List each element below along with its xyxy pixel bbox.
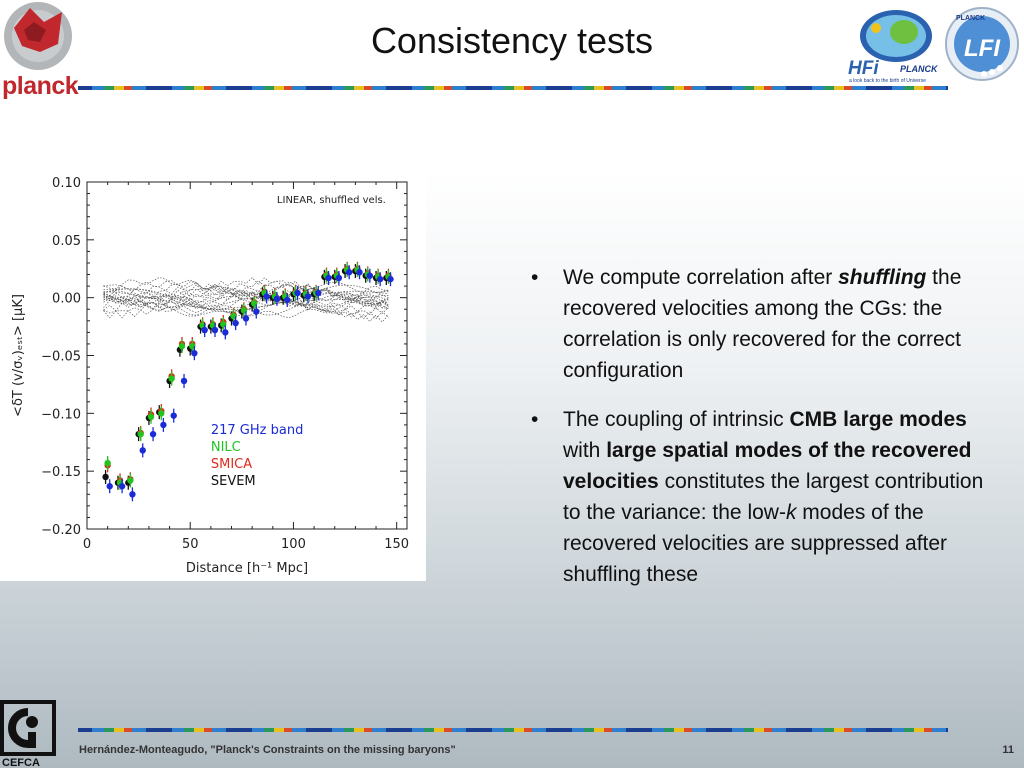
data-point — [273, 295, 281, 303]
bullet-text-run: the recovered velocities among the CGs: … — [563, 266, 962, 382]
lfi-logo: PLANCK LFI — [945, 7, 1019, 81]
data-point — [104, 459, 111, 467]
data-point — [376, 275, 384, 283]
y-tick-label: 0.10 — [52, 176, 81, 191]
data-point — [149, 430, 157, 438]
data-point — [118, 483, 126, 490]
cefca-logo: CEFCA — [0, 700, 56, 768]
data-point — [253, 308, 260, 315]
data-point — [315, 289, 322, 297]
data-point — [325, 274, 332, 282]
legend-entry: SMICA — [211, 457, 252, 472]
hfi-logo — [860, 10, 932, 62]
data-point — [232, 319, 239, 327]
page-number: 11 — [1002, 744, 1014, 756]
data-point — [137, 430, 144, 438]
shuffled-realization-line — [103, 289, 389, 314]
bullet-text-run: k — [785, 501, 797, 524]
chart-annotation: LINEAR, shuffled vels. — [277, 195, 386, 206]
lfi-logo-planck: PLANCK — [956, 15, 985, 22]
data-point — [242, 315, 250, 322]
x-tick-label: 0 — [83, 537, 91, 552]
data-point — [102, 473, 109, 481]
bullet-text-run: The coupling of intrinsic — [563, 408, 790, 431]
data-point — [129, 491, 136, 498]
bullet-text-run: shuffling — [838, 266, 927, 289]
data-point — [160, 421, 167, 429]
x-tick-label: 100 — [281, 537, 306, 552]
hfi-logo-text: HFi — [848, 58, 879, 79]
planck-logo-text: planck — [2, 72, 79, 100]
data-point — [345, 269, 353, 276]
bullet-text-run: large spatial modes of the recovered vel… — [563, 439, 972, 493]
y-tick-label: 0.05 — [52, 234, 81, 249]
footer-stripe — [78, 728, 948, 732]
y-tick-label: −0.05 — [41, 350, 81, 365]
shuffled-realization-line — [103, 277, 389, 307]
data-point — [168, 375, 175, 382]
data-point — [366, 272, 374, 279]
legend-entry: NILC — [211, 440, 241, 455]
data-point — [170, 412, 177, 419]
data-point — [294, 289, 301, 297]
bullet-list: We compute correlation after shuffling t… — [531, 262, 991, 608]
shuffled-realization-line — [103, 287, 389, 316]
legend-entry: 217 GHz band — [211, 423, 303, 438]
header-stripe — [78, 86, 948, 90]
bullet-text-run: with — [563, 439, 607, 462]
data-point — [201, 326, 208, 334]
data-point — [139, 447, 146, 454]
cefca-logo-text: CEFCA — [2, 757, 40, 768]
shuffled-realization-line — [103, 282, 389, 310]
bullet-text-run: CMB large modes — [789, 408, 967, 431]
shuffled-realization-line — [103, 277, 389, 304]
hfi-logo-tagline: a look back to the birth of Universe — [849, 78, 926, 84]
shuffled-realization-line — [103, 292, 389, 323]
bullet-text-run: constitutes the largest contribution to … — [563, 470, 984, 524]
data-point — [127, 477, 134, 484]
x-axis-label: Distance [h⁻¹ Mpc] — [186, 561, 308, 576]
correlation-chart: 0.10 0.05 0.00 −0.05 −0.10 −0.15 −0.200 50 100 15… — [11, 176, 409, 576]
x-tick-label: 50 — [182, 537, 199, 552]
x-tick-label: 150 — [384, 537, 409, 552]
lfi-logo-text: LFI — [964, 35, 1001, 62]
data-point — [191, 349, 198, 357]
bullet-item: The coupling of intrinsic CMB large mode… — [531, 404, 991, 590]
data-point — [263, 293, 270, 300]
shuffled-realization-line — [103, 285, 389, 310]
bullet-text-run: modes of the recovered velocities are su… — [563, 501, 948, 586]
data-point — [335, 274, 343, 282]
data-point — [147, 413, 155, 421]
shuffled-realization-line — [103, 284, 389, 313]
data-point — [222, 329, 229, 336]
planck-logo — [4, 2, 72, 70]
hfi-logo-planck: PLANCK — [900, 64, 938, 74]
shuffled-realization-line — [103, 291, 389, 320]
bullet-text-run: We compute correlation after — [563, 266, 839, 289]
y-axis-label: <δT (v/σᵥ)ₑₛₜ> [μK] — [11, 294, 26, 417]
chart-panel: 0.10 0.05 0.00 −0.05 −0.10 −0.15 −0.20 0 50 100 15… — [0, 165, 426, 581]
data-point — [387, 275, 394, 283]
shuffled-realization-line — [103, 280, 389, 307]
data-point — [180, 377, 188, 385]
footer-citation: Hernández-Monteagudo, "Planck's Constrai… — [79, 744, 456, 756]
y-tick-label: 0.00 — [52, 292, 81, 307]
data-point — [356, 269, 363, 276]
y-tick-label: −0.10 — [41, 407, 81, 422]
data-point — [158, 410, 165, 417]
shuffled-realization-line — [103, 283, 389, 309]
data-point — [106, 483, 113, 490]
data-point — [211, 326, 219, 334]
y-tick-label: −0.20 — [41, 523, 81, 538]
data-point — [178, 343, 186, 350]
y-tick-label: −0.15 — [41, 465, 81, 480]
data-point — [304, 293, 312, 300]
slide-title: Consistency tests — [370, 20, 654, 61]
bullet-item: We compute correlation after shuffling t… — [531, 262, 991, 386]
data-point — [284, 296, 291, 304]
legend-entry: SEVEM — [211, 474, 256, 489]
